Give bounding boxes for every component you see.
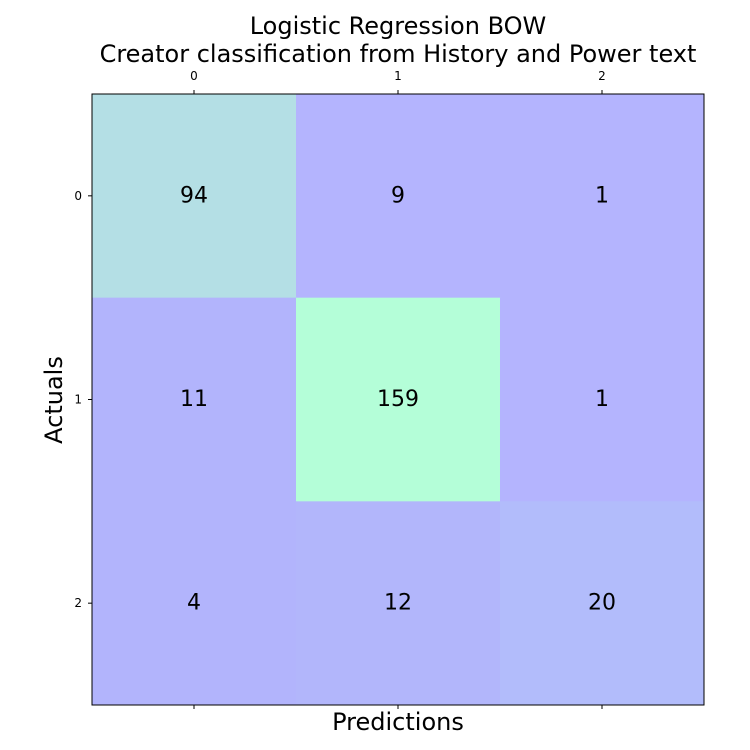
y-axis-label: Actuals [40, 356, 68, 444]
cell-value-label-1-1: 159 [377, 387, 419, 412]
x-tick-label-1: 1 [394, 69, 402, 83]
matrix-cell-2-2 [500, 501, 705, 706]
cell-value-label-0-1: 9 [391, 183, 405, 208]
cell-value-label-2-0: 4 [187, 591, 201, 616]
plot-frame [91, 93, 705, 706]
matrix-cell-1-1 [296, 297, 501, 502]
cell-value-label-2-2: 20 [588, 591, 616, 616]
cell-value-label-2-1: 12 [384, 591, 412, 616]
matrix-cell-2-0 [92, 501, 297, 706]
matrix-cell-1-0 [92, 297, 297, 502]
matrix-cell-2-1 [296, 501, 501, 706]
x-tick-label-0: 0 [190, 69, 198, 83]
matrix-cell-1-2 [500, 297, 705, 502]
y-tick-label-2: 2 [74, 596, 82, 610]
cell-value-label-1-0: 11 [180, 387, 208, 412]
y-tick-label-0: 0 [74, 189, 82, 203]
matrix-cell-0-1 [296, 94, 501, 299]
x-tick-label-2: 2 [598, 69, 606, 83]
cell-value-label-1-2: 1 [595, 387, 609, 412]
cell-value-label-0-2: 1 [595, 183, 609, 208]
matrix-cell-0-0 [92, 94, 297, 299]
chart-title-line-2: Creator classification from History and … [100, 40, 697, 68]
chart-title-line-1: Logistic Regression BOW [250, 12, 547, 40]
matrix-cell-0-2 [500, 94, 705, 299]
x-axis-label: Predictions [332, 708, 464, 736]
matrix-cells: 94 9 111 159 14 12 20 [92, 94, 705, 706]
y-tick-label-1: 1 [74, 393, 82, 407]
cell-value-label-0-0: 94 [180, 183, 208, 208]
